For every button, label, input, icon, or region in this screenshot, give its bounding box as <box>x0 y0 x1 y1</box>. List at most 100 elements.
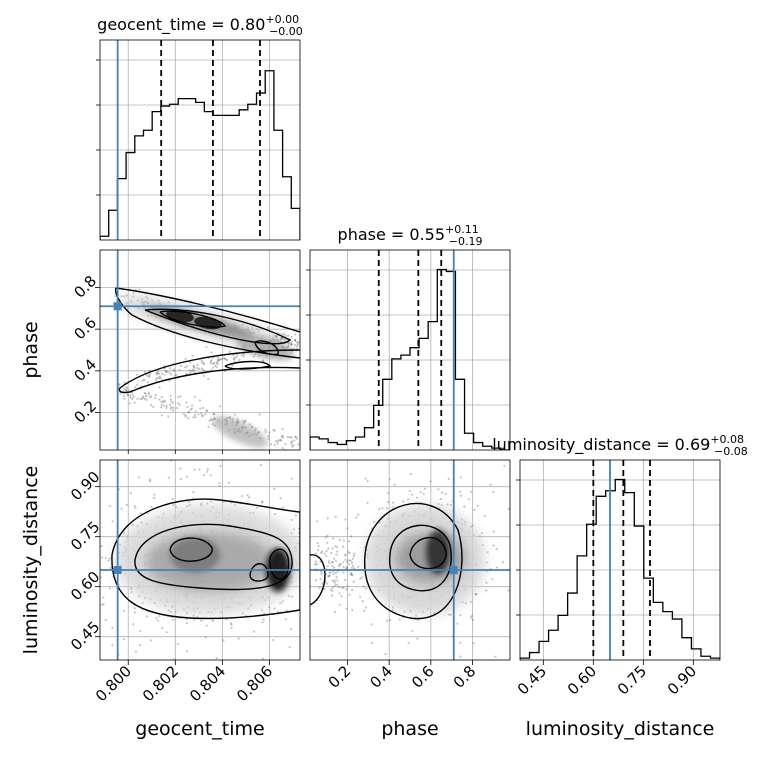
sample-point <box>321 582 324 585</box>
sample-point <box>186 405 189 408</box>
y-tick-label-luminosity_distance: 0.60 <box>67 568 103 604</box>
contour-line <box>310 554 326 606</box>
sample-point <box>414 614 418 617</box>
sample-point <box>185 365 189 368</box>
sample-point <box>274 439 278 443</box>
sample-point <box>144 392 147 395</box>
sample-point <box>281 428 284 431</box>
sample-point <box>139 629 142 633</box>
sample-point <box>350 566 354 569</box>
sample-point <box>133 395 136 399</box>
sample-point <box>222 356 226 359</box>
sample-point <box>346 527 349 530</box>
sample-point <box>172 368 175 371</box>
sample-point <box>402 500 405 503</box>
sample-point <box>165 406 168 409</box>
x-tick-label-luminosity_distance: 0.90 <box>664 662 700 698</box>
x-tick-label-geocent_time: 0.804 <box>186 662 229 705</box>
sample-point <box>316 542 319 545</box>
sample-point <box>378 521 381 524</box>
sample-point <box>223 358 226 361</box>
sample-point <box>351 588 354 592</box>
sample-point <box>279 439 282 442</box>
sample-point <box>304 590 306 592</box>
sample-point <box>345 560 349 563</box>
sample-point <box>244 419 247 422</box>
sample-point <box>259 463 263 467</box>
sample-point <box>334 545 337 548</box>
sample-point <box>160 400 163 403</box>
y-tick-label-phase: 0.4 <box>70 355 100 385</box>
density-blob <box>170 537 220 573</box>
sample-point <box>246 669 248 671</box>
title-upper: +0.11 <box>445 223 479 236</box>
sample-point <box>160 414 163 417</box>
sample-point <box>104 556 107 559</box>
sample-point <box>108 504 111 508</box>
sample-point <box>242 352 246 356</box>
sample-point <box>232 358 235 361</box>
sample-point <box>164 370 167 373</box>
sample-point <box>350 573 354 577</box>
sample-point <box>333 584 337 587</box>
sample-point <box>126 389 129 393</box>
sample-point <box>207 377 210 381</box>
sample-point <box>296 343 300 346</box>
sample-point <box>129 396 132 399</box>
axes-frame <box>309 459 511 661</box>
sample-point <box>318 586 321 589</box>
sample-point <box>293 343 296 347</box>
sample-point <box>104 618 107 622</box>
sample-point <box>66 552 68 554</box>
contour-line <box>169 537 213 562</box>
sample-point <box>332 572 335 576</box>
histogram-step-luminosity_distance <box>520 478 720 660</box>
y-axis-label-luminosity_distance: luminosity_distance <box>20 466 42 655</box>
sample-point <box>261 500 264 503</box>
sample-point <box>143 397 146 400</box>
y-tick-label-phase: 0.6 <box>70 314 100 344</box>
sample-point <box>349 559 352 562</box>
sample-point <box>142 395 145 398</box>
sample-point <box>193 365 196 368</box>
sample-point <box>236 418 239 421</box>
sample-point <box>279 497 282 500</box>
sample-point <box>316 548 320 552</box>
sample-point <box>153 493 156 496</box>
sample-point <box>196 366 199 370</box>
sample-point <box>293 439 296 442</box>
sample-point <box>102 596 105 599</box>
sample-point <box>385 507 389 510</box>
sample-point <box>175 505 178 509</box>
sample-point <box>222 500 225 504</box>
sample-point <box>179 478 182 481</box>
contour-line <box>388 524 452 592</box>
sample-point <box>152 496 156 499</box>
sample-point <box>108 557 111 560</box>
sample-point <box>16 502 18 504</box>
sample-point <box>276 334 279 337</box>
sample-point <box>136 397 139 400</box>
sample-point <box>178 403 181 406</box>
sample-point <box>185 372 188 375</box>
sample-point <box>232 357 236 360</box>
sample-point <box>325 582 329 585</box>
sample-point <box>345 607 348 610</box>
sample-point <box>288 342 291 345</box>
sample-point <box>269 443 273 446</box>
sample-point <box>325 549 328 553</box>
sample-point <box>230 626 233 629</box>
sample-point <box>393 483 396 486</box>
sample-point <box>348 562 351 566</box>
x-tick-label-phase: 0.2 <box>325 662 355 692</box>
sample-point <box>279 337 282 340</box>
sample-point <box>154 396 157 400</box>
sample-point <box>126 393 129 396</box>
sample-point <box>118 384 121 387</box>
sample-point <box>143 378 146 382</box>
sample-point <box>381 507 384 510</box>
sample-point <box>296 437 299 440</box>
sample-point <box>63 556 65 558</box>
sample-point <box>216 358 219 361</box>
sample-point <box>192 369 195 372</box>
